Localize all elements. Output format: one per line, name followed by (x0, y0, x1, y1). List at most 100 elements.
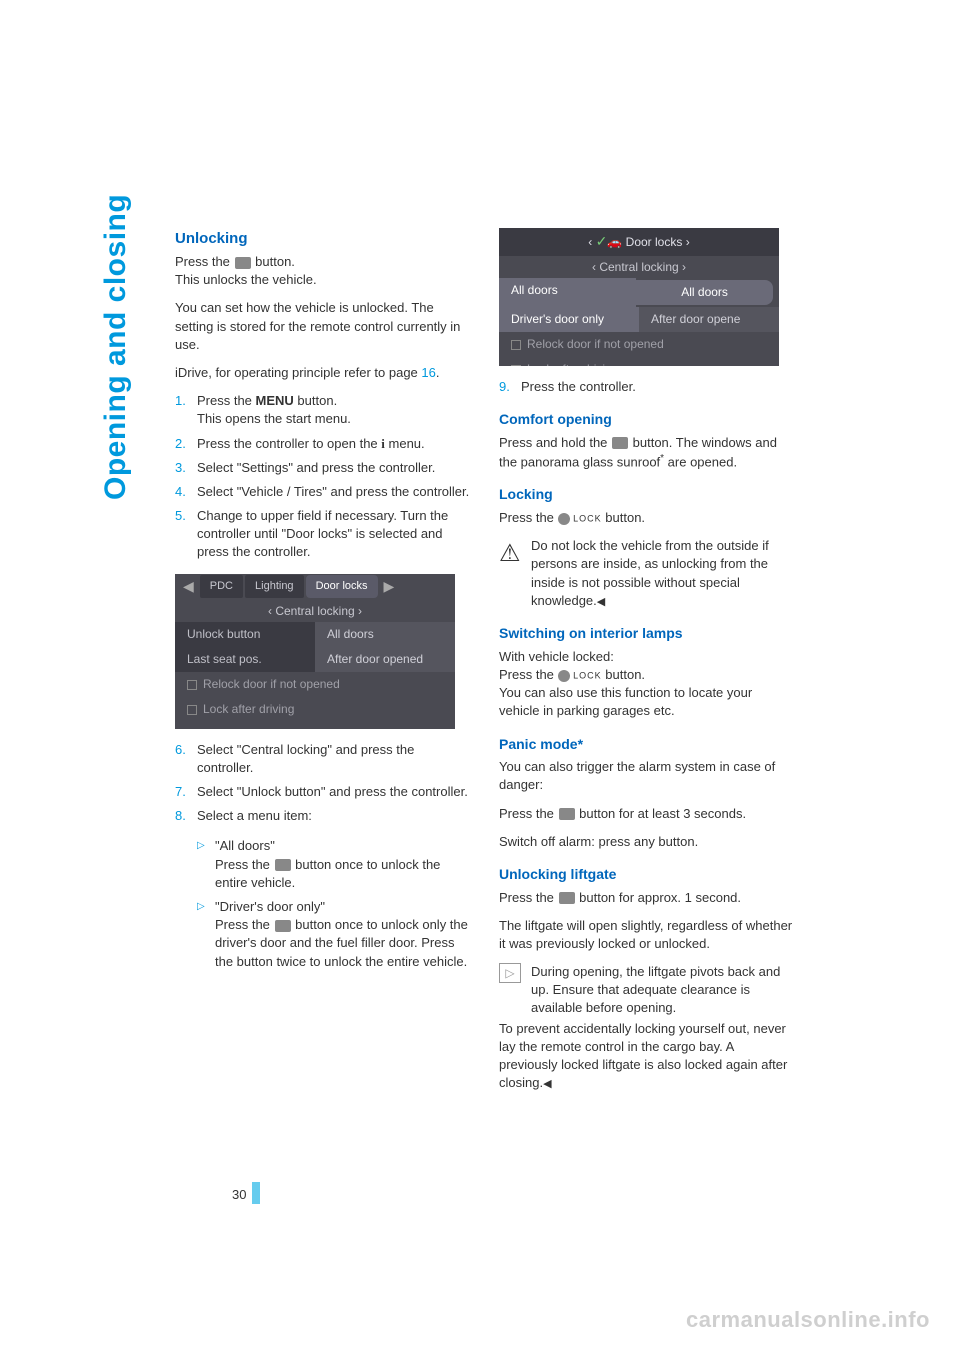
step-number: 9. (499, 378, 521, 396)
shot2-line-4: Lock after driving (499, 357, 779, 366)
section-side-title: Opening and closing (95, 194, 137, 500)
sub-all-doors: ▷ "All doors" Press the button once to u… (197, 837, 471, 892)
shot-row-1: Unlock button All doors (175, 622, 455, 647)
checkbox-icon (187, 680, 197, 690)
liftgate-prevent: To prevent accidentally locking yourself… (499, 1020, 795, 1093)
label: "All doors" (215, 838, 275, 853)
heading-panic: Panic mode* (499, 735, 795, 755)
cell: All doors (315, 622, 455, 647)
step-text: Press the MENU button. This opens the st… (197, 392, 471, 428)
text: menu. (385, 436, 425, 451)
triangle-icon: ▷ (197, 837, 215, 892)
cell: Last seat pos. (175, 647, 315, 672)
text: Press the (499, 806, 558, 821)
text: button. (602, 510, 645, 525)
text: button for approx. 1 second. (576, 890, 742, 905)
sub-text: "All doors" Press the button once to unl… (215, 837, 471, 892)
shot2-top: ‹ ✓🚗 Door locks › (499, 228, 779, 256)
step-text: Select "Unlock button" and press the con… (197, 783, 471, 801)
unlock-button-icon (275, 859, 291, 871)
text: Do not lock the vehicle from the outside… (531, 538, 769, 608)
idrive-ref: iDrive, for operating principle refer to… (175, 364, 471, 382)
text: Door locks (626, 235, 683, 249)
text: button. (255, 254, 295, 269)
shot-line-4: Lock after driving (175, 697, 455, 722)
warning-icon: ⚠ (499, 537, 531, 610)
text: Press the controller to open the (197, 436, 381, 451)
liftgate-open-text: The liftgate will open slightly, regardl… (499, 917, 795, 953)
step-8: 8. Select a menu item: (175, 807, 471, 825)
shot-tabs: ◀ PDC Lighting Door locks ▶ (175, 574, 455, 600)
step-number: 2. (175, 435, 197, 453)
sub-text: "Driver's door only" Press the button on… (215, 898, 471, 971)
check-icon: ✓ (596, 233, 608, 249)
text: are opened. (664, 454, 737, 469)
text: Press the (499, 890, 558, 905)
tab-pdc: PDC (200, 575, 243, 598)
text: Lock after driving (527, 362, 618, 366)
end-triangle-icon: ◀ (597, 596, 605, 608)
sub-driver-only: ▷ "Driver's door only" Press the button … (197, 898, 471, 971)
shot-line-3: Relock door if not opened (175, 672, 455, 697)
text: button for at least 3 seconds. (576, 806, 747, 821)
step-text: Select "Vehicle / Tires" and press the c… (197, 483, 471, 501)
unlock-button-icon (235, 257, 251, 269)
text: . (436, 365, 440, 380)
left-column: Unlocking Press the button. This unlocks… (175, 228, 471, 1103)
unlock-button-icon (612, 437, 628, 449)
step-4: 4. Select "Vehicle / Tires" and press th… (175, 483, 471, 501)
page-link-16[interactable]: 16 (421, 365, 435, 380)
warning-lock: ⚠ Do not lock the vehicle from the outsi… (499, 537, 795, 610)
cell: All doors (499, 278, 636, 307)
steps-list-cont: 6. Select "Central locking" and press th… (175, 741, 471, 826)
step-text: Change to upper field if necessary. Turn… (197, 507, 471, 562)
triangle-icon: ▷ (197, 898, 215, 971)
lock-button-icon (558, 670, 570, 682)
step-number: 8. (175, 807, 197, 825)
comfort-text: Press and hold the button. The windows a… (499, 434, 795, 472)
text: Press and hold the (499, 435, 611, 450)
unlock-press-text: Press the button. This unlocks the vehic… (175, 253, 471, 289)
checkbox-icon (511, 340, 521, 350)
tab-left-arrow-icon: ◀ (179, 577, 198, 597)
lock-label: LOCK (573, 670, 602, 680)
checkbox-icon (187, 705, 197, 715)
step-text: Press the controller. (521, 378, 795, 396)
lock-button-icon (558, 513, 570, 525)
step-number: 1. (175, 392, 197, 428)
panic-button-icon (559, 808, 575, 820)
text: button. (602, 667, 645, 682)
liftgate-note: ▷ During opening, the liftgate pivots ba… (499, 963, 795, 1018)
step-text: Select "Settings" and press the controll… (197, 459, 471, 477)
unlock-setting-text: You can set how the vehicle is unlocked.… (175, 299, 471, 354)
steps-list: 1. Press the MENU button. This opens the… (175, 392, 471, 562)
heading-locking: Locking (499, 485, 795, 505)
step-text: Press the controller to open the i menu. (197, 435, 471, 453)
step-number: 7. (175, 783, 197, 801)
shot-subtitle: ‹ Central locking › (175, 600, 455, 623)
page-indicator-bar (252, 1182, 260, 1204)
car-icon: 🚗 (607, 235, 622, 249)
text: Relock door if not opened (203, 677, 340, 691)
panic-text-1: You can also trigger the alarm system in… (499, 758, 795, 794)
step-1: 1. Press the MENU button. This opens the… (175, 392, 471, 428)
step-text: Select a menu item: (197, 807, 471, 825)
tab-doorlocks: Door locks (306, 575, 378, 598)
text: Press the (499, 510, 558, 525)
step-5: 5. Change to upper field if necessary. T… (175, 507, 471, 562)
text: Press the (215, 917, 274, 932)
text: Press the (197, 393, 256, 408)
panic-text-3: Switch off alarm: press any button. (499, 833, 795, 851)
step-number: 3. (175, 459, 197, 477)
cell: All doors (636, 280, 773, 305)
panic-text-2: Press the button for at least 3 seconds. (499, 805, 795, 823)
step-9-list: 9. Press the controller. (499, 378, 795, 396)
tab-lighting: Lighting (245, 575, 304, 598)
text: With vehicle locked: (499, 649, 614, 664)
label: "Driver's door only" (215, 899, 325, 914)
note-icon: ▷ (499, 963, 531, 1018)
shot2-row-2: Driver's door only After door opene (499, 307, 779, 332)
note-text: During opening, the liftgate pivots back… (531, 963, 795, 1018)
heading-liftgate: Unlocking liftgate (499, 865, 795, 885)
content-columns: Unlocking Press the button. This unlocks… (175, 228, 795, 1103)
